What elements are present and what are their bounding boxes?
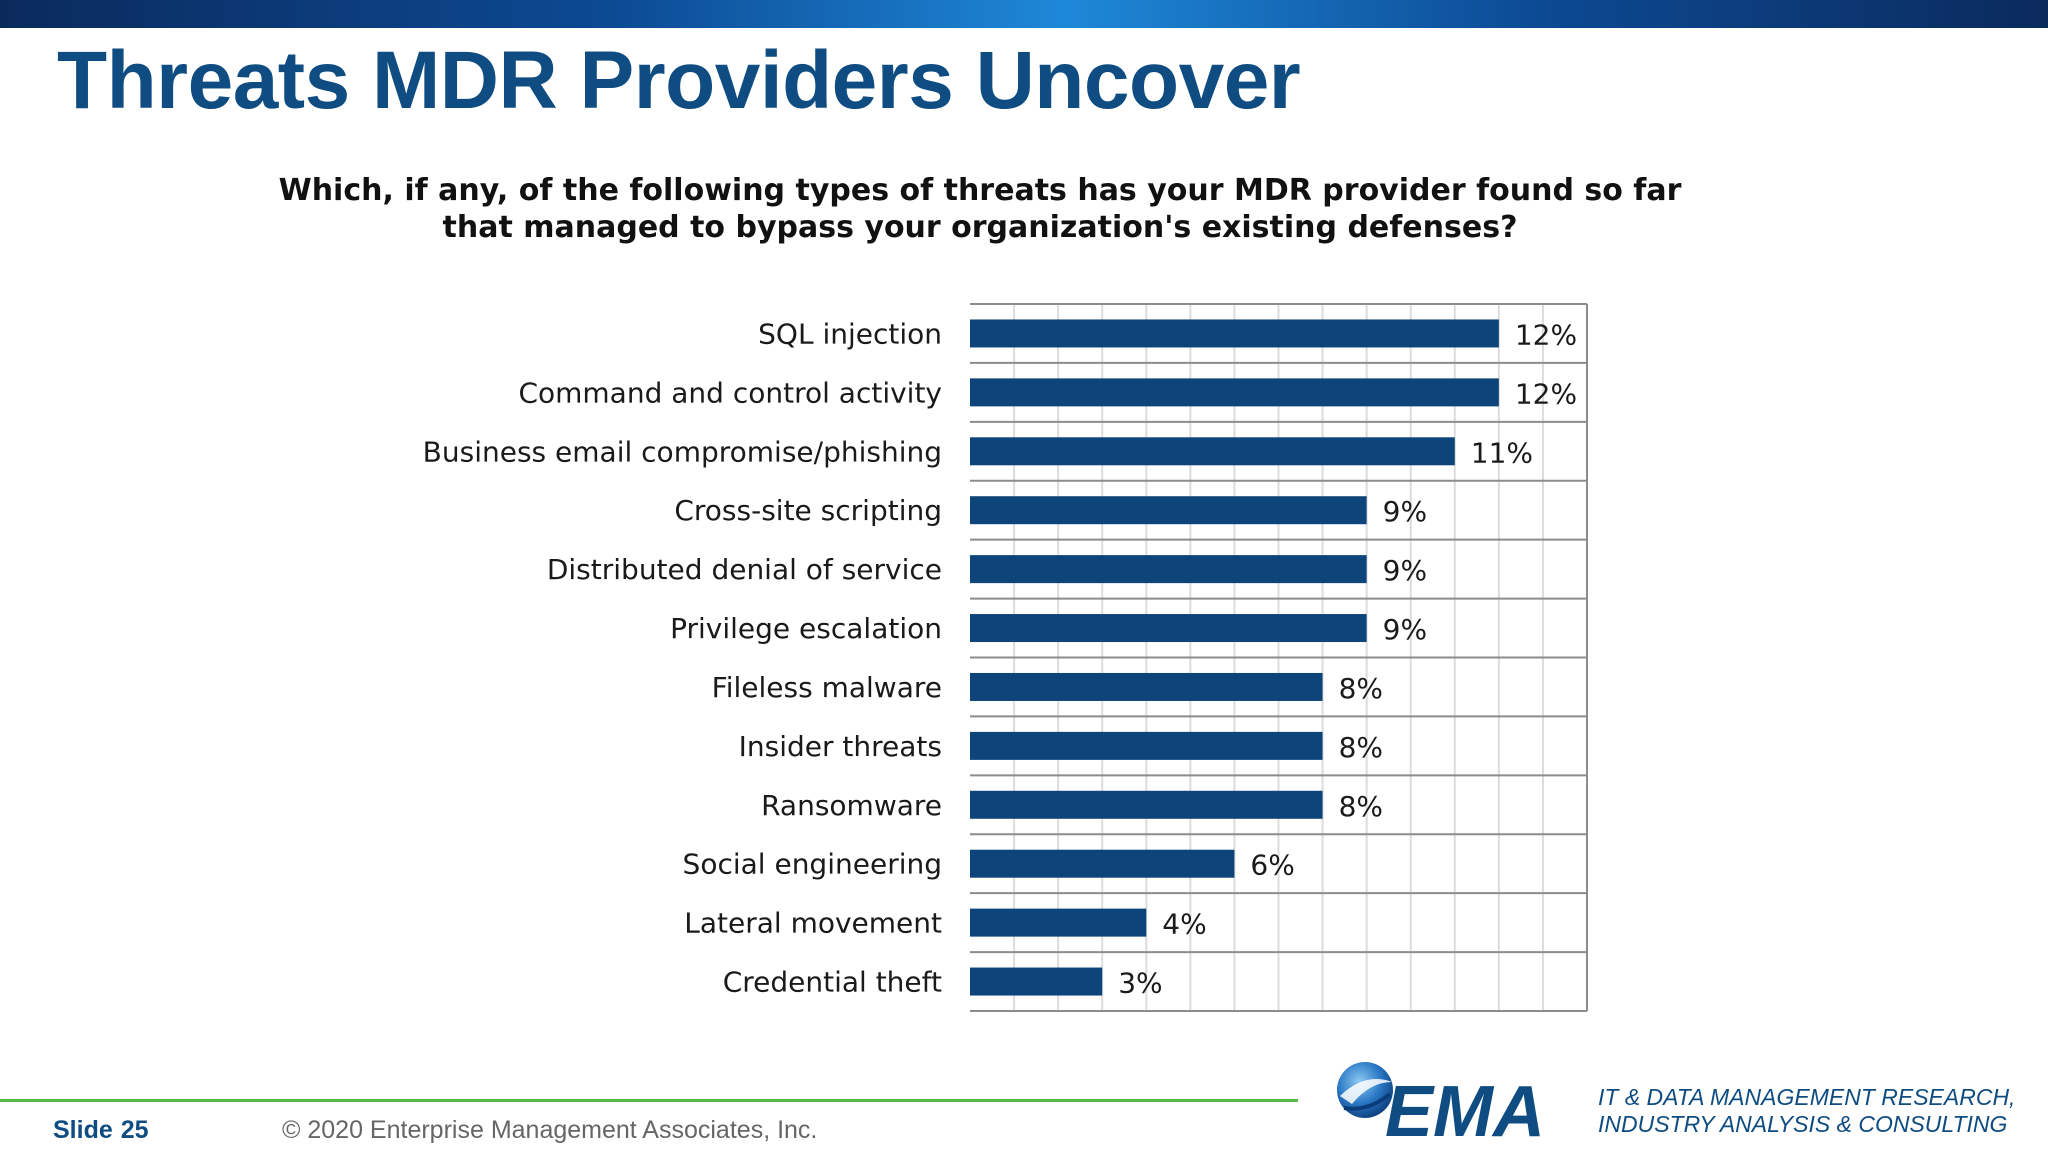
bar — [970, 967, 1103, 996]
copyright-text: © 2020 Enterprise Management Associates,… — [282, 1116, 818, 1144]
bar — [970, 672, 1323, 701]
category-label: Privilege escalation — [670, 612, 942, 645]
data-label: 12% — [1515, 377, 1577, 410]
bar — [970, 790, 1323, 819]
data-label: 11% — [1471, 436, 1533, 469]
bar — [970, 614, 1367, 643]
tagline: IT & DATA MANAGEMENT RESEARCH, INDUSTRY … — [1598, 1084, 2015, 1138]
bar — [970, 496, 1367, 525]
data-label: 8% — [1339, 672, 1383, 705]
category-label: Ransomware — [761, 789, 942, 822]
category-label: Lateral movement — [684, 907, 942, 940]
slide-number: Slide 25 — [53, 1116, 149, 1145]
bar — [970, 849, 1235, 878]
category-label: Command and control activity — [518, 376, 942, 409]
slide-title: Threats MDR Providers Uncover — [57, 35, 1301, 126]
data-label: 8% — [1339, 731, 1383, 764]
tagline-line1: IT & DATA MANAGEMENT RESEARCH, — [1598, 1084, 2016, 1110]
category-label: Business email compromise/phishing — [423, 435, 942, 468]
bar — [970, 319, 1499, 348]
data-label: 12% — [1515, 318, 1577, 351]
data-label: 3% — [1118, 967, 1162, 1000]
data-label: 9% — [1383, 613, 1427, 646]
globe-icon — [1337, 1062, 1393, 1118]
data-label: 4% — [1162, 908, 1206, 941]
category-label: Social engineering — [683, 848, 942, 881]
category-label: Cross-site scripting — [674, 494, 942, 527]
category-label: Credential theft — [723, 966, 942, 999]
bar — [970, 437, 1455, 466]
ema-logo: EMA — [1337, 1062, 1545, 1142]
chart-question: Which, if any, of the following types of… — [278, 173, 1682, 245]
category-label: SQL injection — [758, 317, 942, 350]
slide-label: Slide — [53, 1116, 113, 1144]
category-label: Fileless malware — [712, 671, 942, 704]
bar — [970, 908, 1147, 937]
tagline-line2: INDUSTRY ANALYSIS & CONSULTING — [1598, 1111, 2008, 1137]
data-label: 8% — [1339, 790, 1383, 823]
top-banner — [0, 0, 2048, 28]
category-label: Insider threats — [739, 730, 942, 763]
slide-number-value: 25 — [120, 1116, 149, 1144]
category-label: Distributed denial of service — [547, 553, 942, 586]
bar — [970, 555, 1367, 584]
footer-divider — [0, 1099, 1298, 1102]
data-label: 9% — [1383, 554, 1427, 587]
bar — [970, 731, 1323, 760]
data-label: 6% — [1250, 849, 1294, 882]
data-label: 9% — [1383, 495, 1427, 528]
logo-text: EMA — [1385, 1072, 1545, 1142]
bar — [970, 378, 1499, 407]
